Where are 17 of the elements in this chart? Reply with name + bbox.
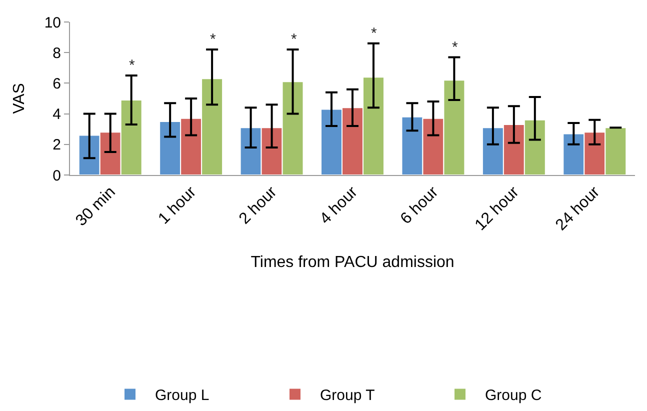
y-axis-title: VAS xyxy=(11,83,28,114)
y-tick-label: 2 xyxy=(52,136,61,154)
data-label: * xyxy=(129,57,135,74)
y-tick-label: 4 xyxy=(52,106,61,124)
legend-label: Group C xyxy=(485,387,542,404)
y-tick-label: 8 xyxy=(52,44,61,62)
y-tick-label: 0 xyxy=(52,167,61,184)
x-axis-title: Times from PACU admission xyxy=(250,254,454,271)
data-label: * xyxy=(210,31,216,48)
x-tick-label: 30 min xyxy=(72,184,119,230)
data-label: * xyxy=(291,31,297,48)
data-label: * xyxy=(371,25,377,42)
y-tick-label: 10 xyxy=(44,14,61,32)
y-tick-label: 6 xyxy=(52,75,61,92)
data-label: * xyxy=(452,39,458,56)
legend-label: Group T xyxy=(320,387,375,404)
legend-label: Group L xyxy=(155,387,210,404)
